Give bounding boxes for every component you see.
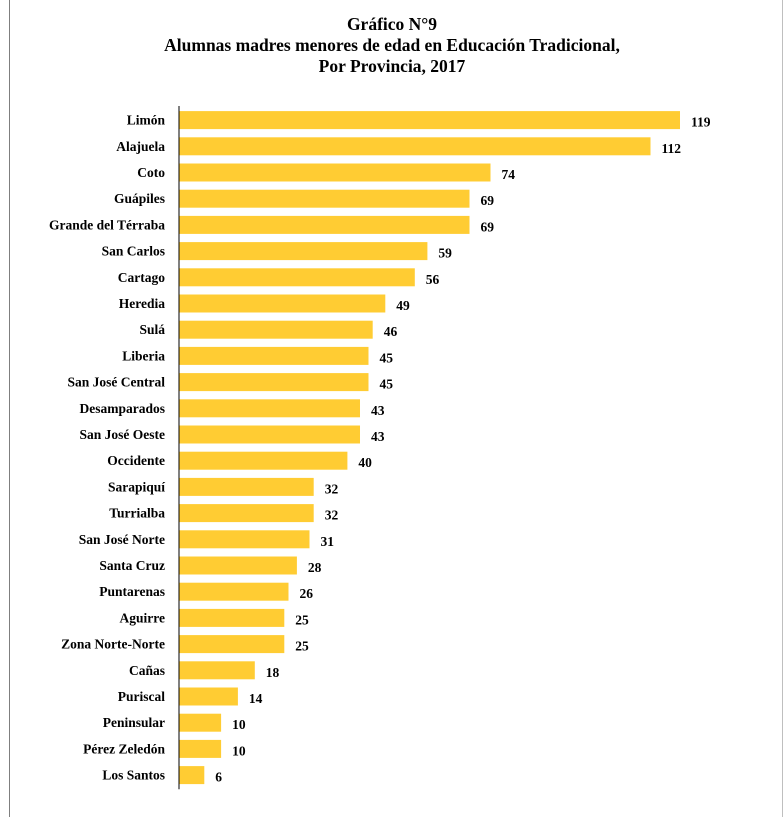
value-label: 43 <box>371 403 385 418</box>
bar <box>179 163 491 182</box>
value-label: 10 <box>232 717 246 732</box>
category-label: Alajuela <box>116 139 165 154</box>
bar <box>179 504 314 523</box>
value-label: 43 <box>371 429 385 444</box>
bar <box>179 530 310 549</box>
category-label: Pérez Zeledón <box>83 741 165 756</box>
value-label: 31 <box>321 534 335 549</box>
category-label: Sulá <box>139 322 165 337</box>
bar <box>179 242 428 261</box>
bar <box>179 635 285 654</box>
bar <box>179 608 285 627</box>
category-label: Los Santos <box>102 768 165 783</box>
value-label: 14 <box>249 691 263 706</box>
bar <box>179 137 651 156</box>
chart-title-line-3: Por Provincia, 2017 <box>318 56 466 76</box>
category-label: Sarapiquí <box>108 479 165 494</box>
category-label: Puntarenas <box>99 584 165 599</box>
category-label: Occidente <box>107 453 165 468</box>
value-label: 10 <box>232 743 246 758</box>
value-labels-group: 119 112 74 69 69 59 56 49 46 45 45 43 43 40 32 32 31 28 26… <box>215 115 710 785</box>
value-label: 112 <box>662 141 682 156</box>
category-labels-group: Limón Alajuela Coto Guápiles Grande del Térr… <box>49 113 165 783</box>
bars-group <box>179 111 680 785</box>
category-label: Guápiles <box>114 191 165 206</box>
bar <box>179 766 205 785</box>
bar <box>179 477 314 496</box>
value-label: 59 <box>438 246 452 261</box>
category-label: Aguirre <box>120 610 166 625</box>
bar <box>179 739 222 758</box>
chart-title: Gráfico N°9 Alumnas madres menores de ed… <box>0 14 784 77</box>
bar <box>179 111 680 130</box>
value-label: 69 <box>481 219 495 234</box>
bar <box>179 294 386 313</box>
bar <box>179 373 369 392</box>
bar <box>179 713 222 732</box>
bar <box>179 556 297 575</box>
value-label: 69 <box>481 193 495 208</box>
value-label: 45 <box>380 350 394 365</box>
category-label: Zona Norte-Norte <box>61 637 165 652</box>
value-label: 25 <box>295 612 309 627</box>
category-label: Limón <box>127 113 166 128</box>
bar <box>179 582 289 601</box>
bar <box>179 451 348 470</box>
category-label: Liberia <box>122 348 165 363</box>
category-label: Cañas <box>129 663 165 678</box>
category-label: Heredia <box>119 296 165 311</box>
value-label: 74 <box>502 167 516 182</box>
bar <box>179 687 238 706</box>
value-label: 6 <box>215 770 222 785</box>
category-label: Desamparados <box>79 401 165 416</box>
chart-title-line-2: Alumnas madres menores de edad en Educac… <box>164 35 620 55</box>
value-label: 32 <box>325 481 339 496</box>
value-label: 32 <box>325 508 339 523</box>
value-label: 25 <box>295 639 309 654</box>
category-label: Grande del Térraba <box>49 217 165 232</box>
value-label: 49 <box>396 298 410 313</box>
bar <box>179 268 415 287</box>
value-label: 28 <box>308 560 322 575</box>
category-label: San José Norte <box>79 532 165 547</box>
bar <box>179 189 470 208</box>
category-label: Cartago <box>118 270 165 285</box>
value-label: 46 <box>384 324 398 339</box>
bar <box>179 661 255 680</box>
bar <box>179 215 470 234</box>
chart-frame <box>9 0 783 817</box>
category-label: Puriscal <box>118 689 165 704</box>
bar <box>179 399 360 418</box>
category-label: San Carlos <box>102 244 165 259</box>
bar <box>179 425 360 444</box>
value-label: 56 <box>426 272 440 287</box>
category-label: Peninsular <box>103 715 165 730</box>
value-label: 119 <box>691 115 711 130</box>
category-label: San José Central <box>68 375 166 390</box>
value-label: 40 <box>358 455 372 470</box>
category-label: Santa Cruz <box>99 558 165 573</box>
category-label: Coto <box>137 165 165 180</box>
category-label: Turrialba <box>109 506 165 521</box>
bar <box>179 320 373 339</box>
chart-title-line-1: Gráfico N°9 <box>346 14 438 34</box>
bar <box>179 346 369 365</box>
category-label: San José Oeste <box>80 427 166 442</box>
value-label: 45 <box>380 377 394 392</box>
value-label: 18 <box>266 665 280 680</box>
value-label: 26 <box>300 586 314 601</box>
